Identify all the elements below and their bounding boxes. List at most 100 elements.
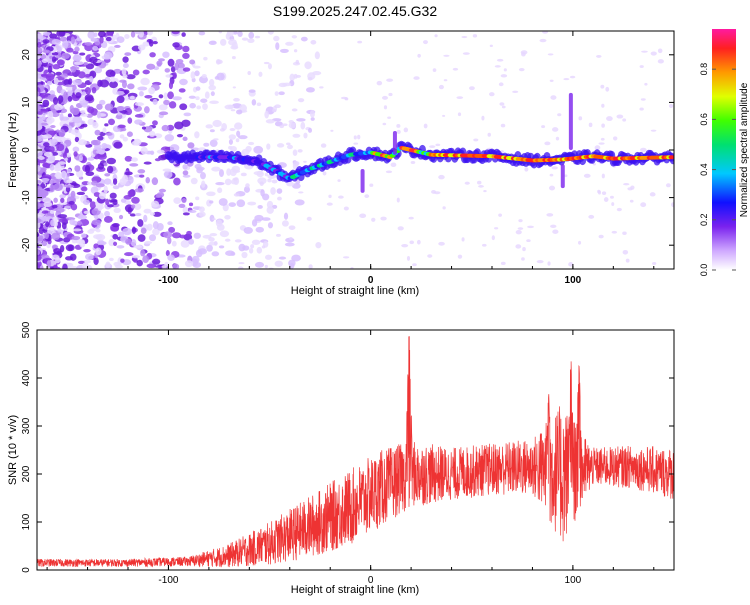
noise-blob: [435, 143, 441, 147]
noise-blob: [98, 31, 106, 38]
noise-blob: [45, 221, 50, 228]
noise-blob: [202, 103, 208, 111]
noise-blob: [77, 139, 87, 146]
noise-blob: [254, 214, 264, 222]
noise-blob: [95, 228, 101, 233]
noise-blob: [154, 158, 161, 162]
noise-blob: [187, 142, 195, 149]
noise-blob: [55, 207, 65, 213]
noise-blob: [209, 200, 214, 204]
noise-blob: [286, 142, 291, 146]
noise-blob: [498, 213, 502, 217]
noise-blob: [175, 58, 184, 64]
noise-blob: [49, 33, 58, 39]
noise-blob: [596, 54, 602, 58]
noise-blob: [499, 102, 505, 106]
noise-blob: [190, 177, 198, 185]
noise-blob: [640, 98, 646, 101]
noise-blob: [63, 205, 71, 209]
noise-blob: [167, 58, 175, 67]
noise-blob: [72, 55, 82, 62]
noise-blob: [95, 247, 102, 256]
noise-blob: [50, 138, 58, 146]
noise-blob: [60, 116, 70, 121]
noise-blob: [179, 103, 188, 111]
noise-blob: [113, 68, 122, 74]
spectrogram-marks: [37, 31, 674, 269]
noise-blob: [198, 31, 206, 36]
noise-blob: [476, 180, 482, 185]
noise-blob: [456, 96, 464, 100]
noise-blob: [172, 72, 177, 80]
noise-blob: [483, 190, 487, 193]
noise-blob: [261, 245, 266, 249]
noise-blob: [142, 69, 150, 75]
noise-blob: [72, 116, 82, 124]
noise-blob: [279, 124, 285, 129]
noise-blob: [241, 37, 249, 41]
noise-blob: [371, 217, 376, 222]
noise-blob: [108, 257, 114, 262]
noise-blob: [66, 179, 73, 184]
noise-blob: [211, 251, 220, 257]
noise-blob: [131, 226, 137, 234]
noise-blob: [218, 169, 224, 178]
noise-blob: [178, 88, 186, 93]
noise-blob: [308, 264, 313, 269]
noise-blob: [165, 74, 173, 78]
noise-blob: [65, 244, 75, 252]
noise-blob: [254, 35, 261, 39]
noise-blob: [97, 153, 107, 160]
noise-blob: [206, 244, 213, 252]
noise-blob: [51, 56, 57, 63]
noise-blob: [241, 251, 248, 259]
noise-blob: [122, 63, 129, 69]
noise-blob: [163, 170, 173, 179]
noise-blob: [601, 173, 605, 179]
noise-blob: [183, 112, 192, 117]
noise-blob: [196, 105, 202, 110]
noise-blob: [68, 265, 78, 269]
noise-blob: [462, 52, 470, 55]
noise-blob: [343, 206, 349, 211]
noise-blob: [120, 127, 127, 132]
noise-blob: [71, 235, 81, 241]
noise-blob: [161, 124, 170, 132]
noise-blob: [140, 249, 146, 257]
noise-blob: [163, 231, 173, 239]
noise-blob: [206, 191, 216, 197]
noise-blob: [37, 60, 42, 69]
noise-blob: [59, 36, 67, 42]
noise-blob: [144, 94, 153, 99]
noise-blob: [134, 102, 145, 107]
noise-blob: [217, 187, 223, 194]
noise-blob: [37, 104, 42, 112]
noise-blob: [37, 185, 43, 194]
noise-blob: [401, 244, 409, 248]
noise-blob: [274, 104, 281, 109]
noise-blob: [266, 143, 271, 150]
noise-blob: [198, 206, 205, 213]
noise-blob: [501, 105, 506, 109]
noise-blob: [127, 83, 135, 90]
noise-blob: [158, 266, 163, 269]
noise-blob: [219, 230, 230, 238]
noise-blob: [91, 86, 97, 94]
noise-blob: [288, 225, 296, 230]
noise-blob: [251, 239, 261, 245]
noise-blob: [232, 31, 238, 35]
noise-blob: [67, 91, 73, 96]
noise-blob: [163, 99, 170, 106]
noise-blob: [359, 213, 367, 219]
noise-blob: [40, 54, 47, 60]
noise-blob: [156, 60, 163, 66]
noise-blob: [143, 208, 152, 214]
noise-blob: [121, 68, 127, 76]
noise-blob: [113, 141, 123, 149]
noise-blob: [104, 103, 114, 111]
noise-blob: [264, 110, 269, 119]
noise-blob: [381, 95, 388, 100]
noise-blob: [79, 52, 86, 56]
noise-blob: [61, 40, 69, 49]
